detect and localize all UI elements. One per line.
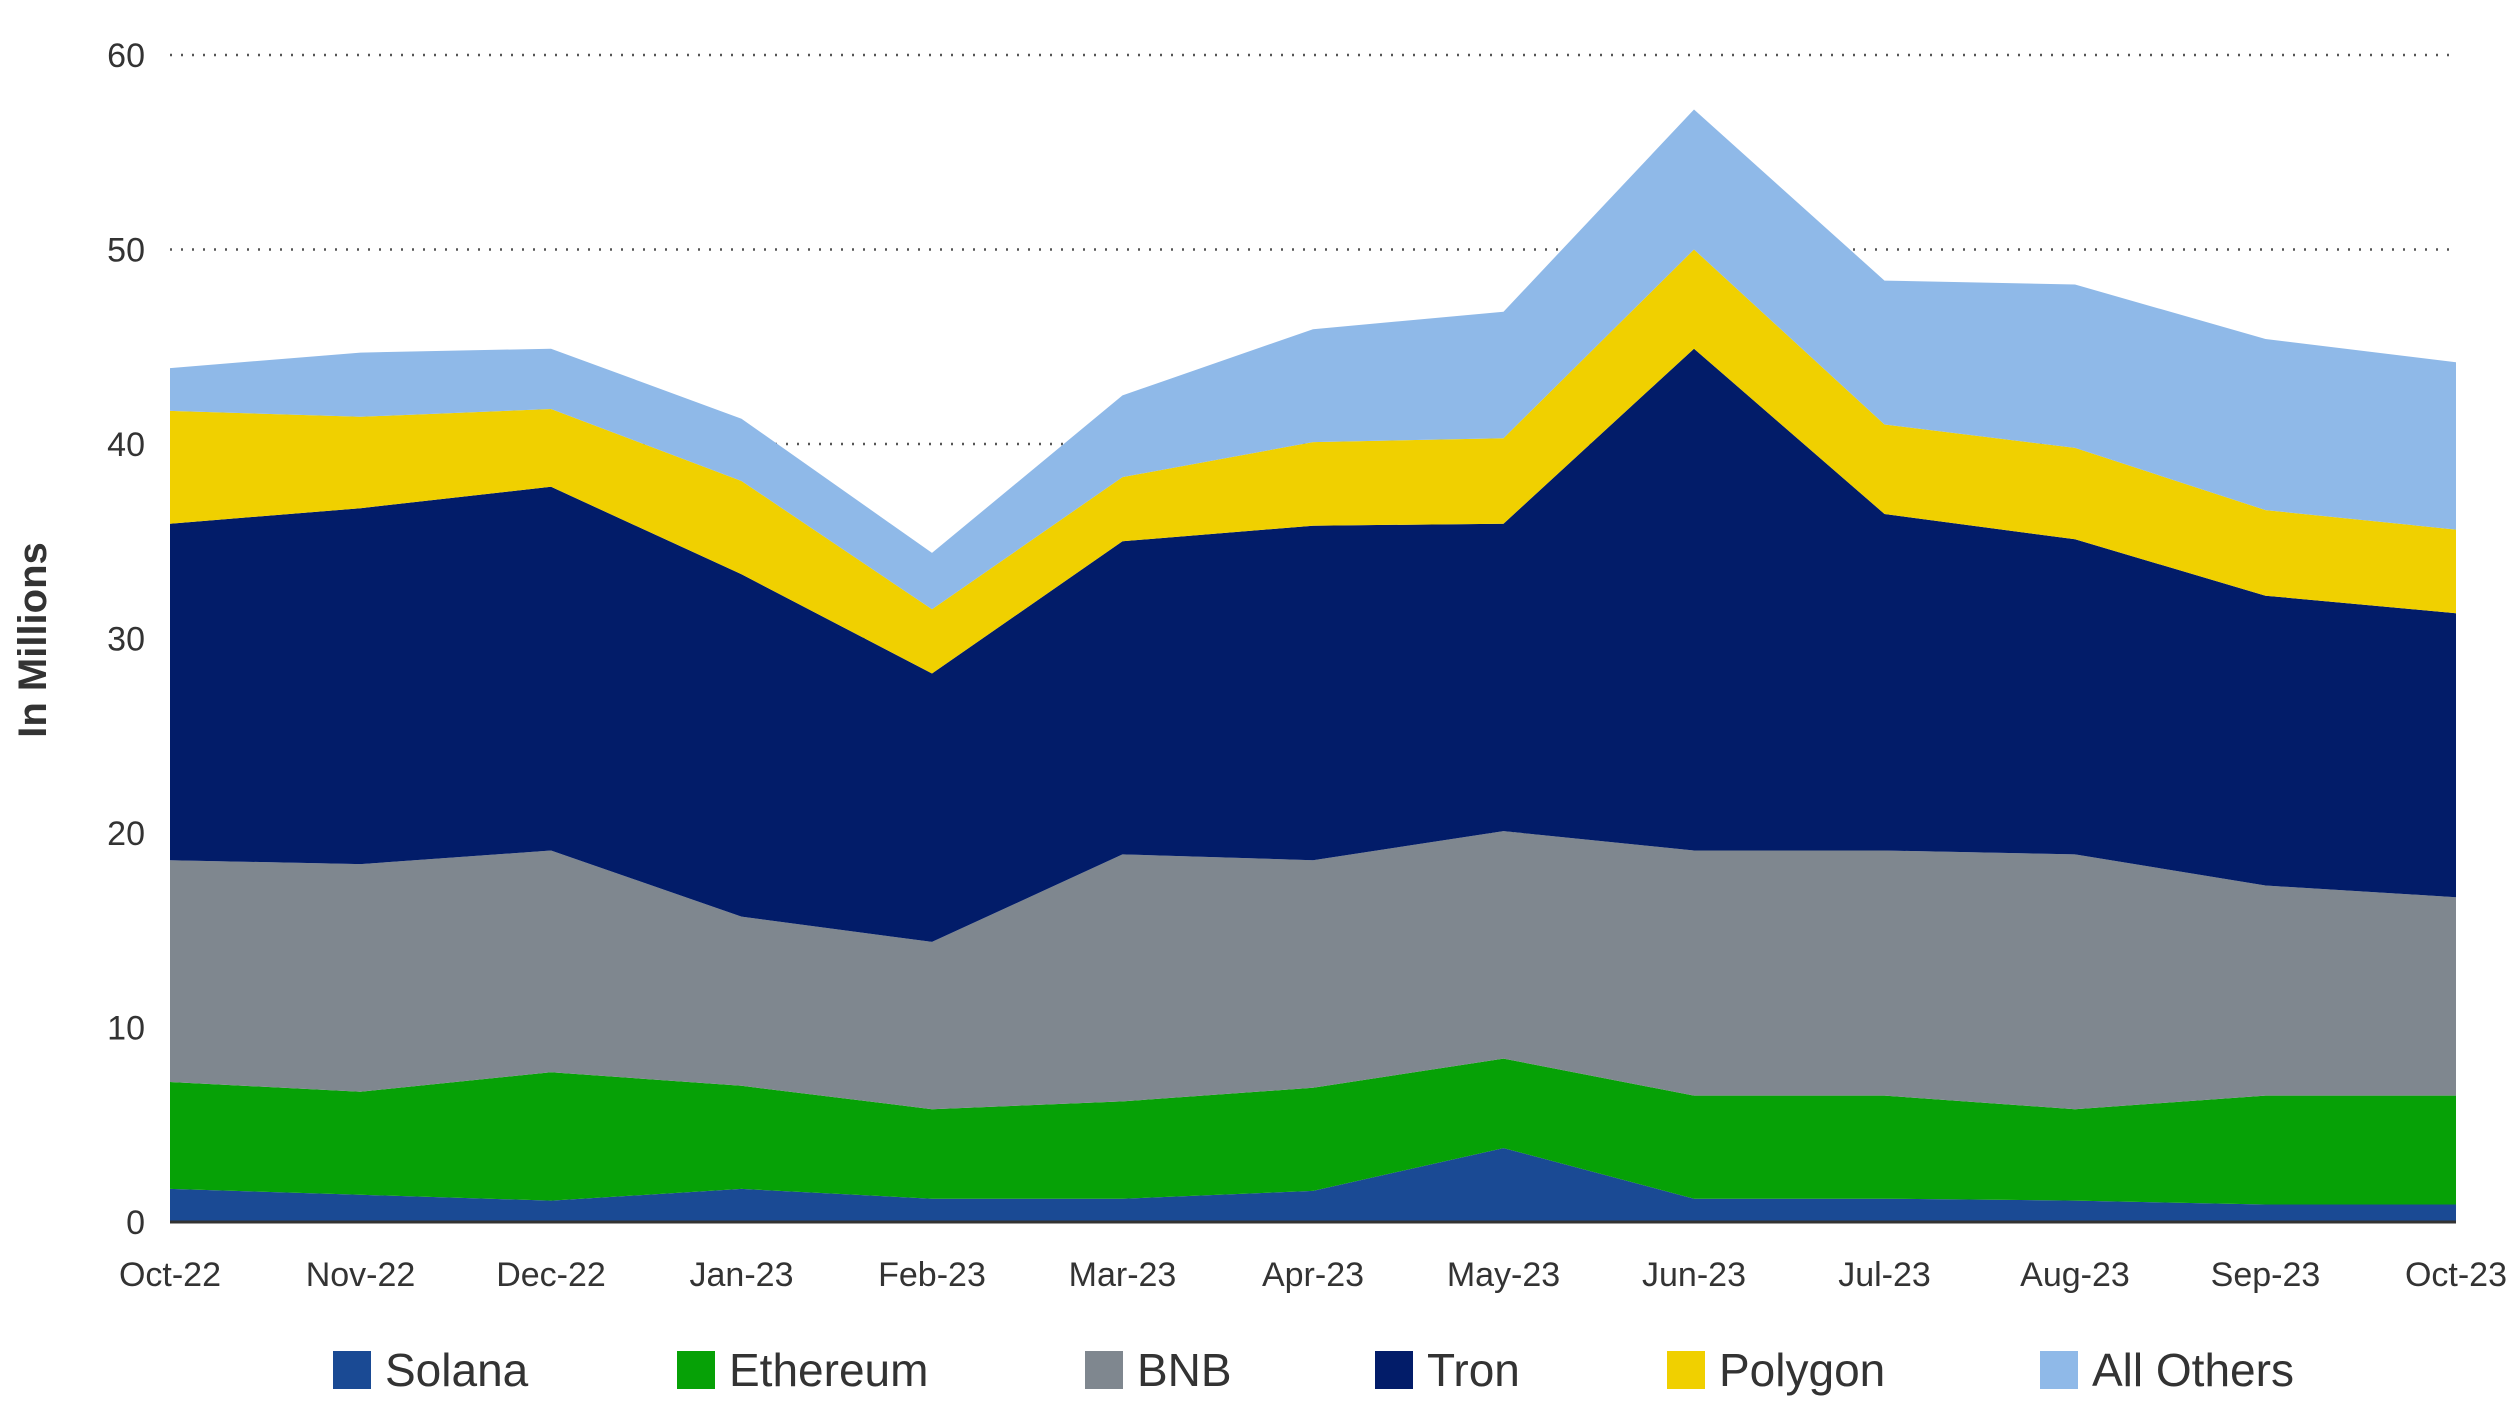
legend-label: Tron	[1427, 1344, 1520, 1396]
area-series-polygon	[170, 249, 2456, 674]
legend-label: BNB	[1137, 1344, 1232, 1396]
legend-item-ethereum: Ethereum	[677, 1340, 928, 1400]
legend-swatch	[1375, 1351, 1413, 1389]
legend-item-solana: Solana	[333, 1340, 528, 1400]
x-tick-label: Oct-22	[119, 1256, 221, 1294]
y-axis-title: In Millions	[11, 542, 55, 738]
legend-item-tron: Tron	[1375, 1340, 1520, 1400]
legend-item-polygon: Polygon	[1667, 1340, 1885, 1400]
legend-item-all-others: All Others	[2040, 1340, 2294, 1400]
area-series-tron	[170, 348, 2456, 942]
x-axis: Oct-22 Nov-22 Dec-22 Jan-23 Feb-23 Mar-23 Apr-…	[119, 1220, 2507, 1294]
legend-item-bnb: BNB	[1085, 1340, 1232, 1400]
chart-canvas: 0 10 20 30 40 50 60 Oct-22 Nov-22 Dec-22 Jan-23 Fe…	[11, 37, 2507, 1294]
x-tick-label: Oct-23	[2405, 1256, 2507, 1294]
area-series-bnb	[170, 831, 2456, 1110]
legend-label: Polygon	[1719, 1344, 1886, 1396]
area-series-group	[170, 109, 2456, 1222]
legend-label: Solana	[385, 1344, 529, 1396]
area-series-all-others	[170, 109, 2456, 610]
x-tick-label: Mar-23	[1069, 1256, 1177, 1294]
x-tick-label: Dec-22	[496, 1256, 606, 1294]
legend-swatch	[1085, 1351, 1123, 1389]
y-axis: 0 10 20 30 40 50 60	[107, 37, 145, 1242]
x-tick-label: Nov-22	[306, 1256, 416, 1294]
legend-swatch	[2040, 1351, 2078, 1389]
legend-swatch	[677, 1351, 715, 1389]
x-tick-label: Jun-23	[1642, 1256, 1746, 1294]
legend-label: Ethereum	[729, 1344, 929, 1396]
x-tick-label: Aug-23	[2020, 1256, 2130, 1294]
legend: Solana Ethereum BNB Tron Polygon All Others	[0, 1340, 2516, 1410]
x-tick-label: Jan-23	[690, 1256, 794, 1294]
legend-swatch	[333, 1351, 371, 1389]
x-tick-label: Apr-23	[1262, 1256, 1364, 1294]
y-tick-label: 60	[107, 37, 145, 75]
legend-label: All Others	[2092, 1344, 2294, 1396]
area-series-solana	[170, 1148, 2456, 1222]
x-tick-label: Jul-23	[1838, 1256, 1931, 1294]
y-tick-label: 10	[107, 1010, 145, 1048]
legend-swatch	[1667, 1351, 1705, 1389]
y-tick-label: 30	[107, 621, 145, 659]
x-tick-label: Feb-23	[878, 1256, 986, 1294]
x-tick-label: Sep-23	[2211, 1256, 2321, 1294]
y-tick-label: 40	[107, 426, 145, 464]
y-tick-label: 0	[126, 1204, 145, 1242]
y-tick-label: 50	[107, 232, 145, 270]
y-tick-label: 20	[107, 815, 145, 853]
area-series-ethereum	[170, 1058, 2456, 1205]
x-tick-label: May-23	[1447, 1256, 1560, 1294]
